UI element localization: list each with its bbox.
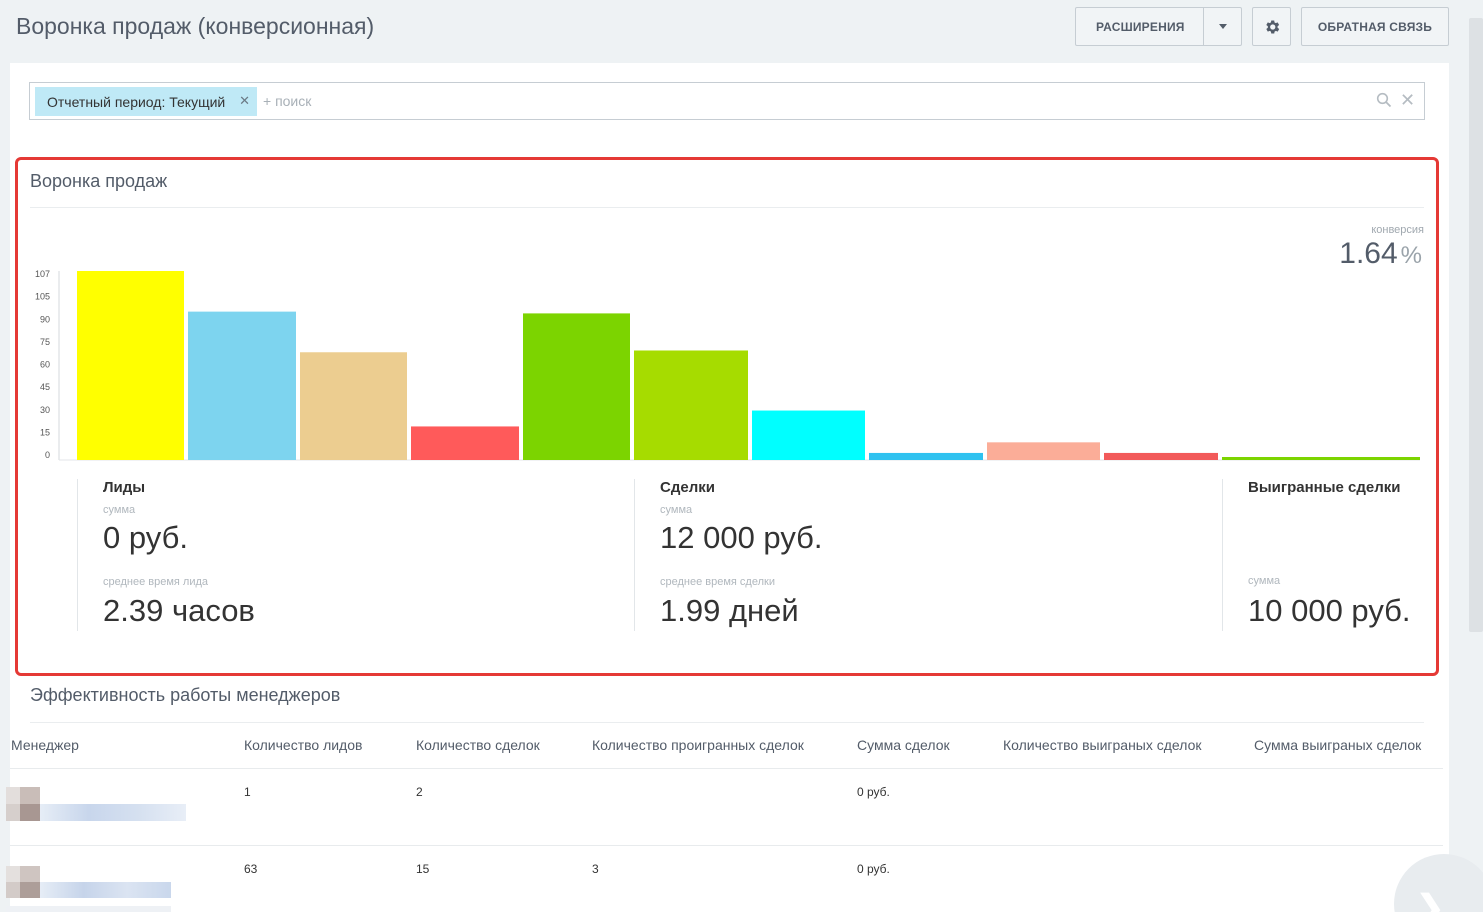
funnel-bar-chart: 107 105 90 75 60 45 30 15 0: [35, 269, 1420, 461]
y-tick-label: 30: [40, 405, 50, 415]
cell-deal-sum: 0 руб.: [857, 862, 890, 876]
feedback-button[interactable]: ОБРАТНАЯ СВЯЗЬ: [1301, 7, 1449, 46]
clear-icon[interactable]: ✕: [1400, 90, 1416, 110]
deals-time-label: среднее время сделки: [660, 576, 775, 588]
cell-leads: 1: [244, 785, 251, 799]
filter-search-bar[interactable]: Отчетный период: Текущий ✕ + поиск ✕: [29, 82, 1425, 120]
managers-title: Эффективность работы менеджеров: [30, 685, 341, 705]
col-header-manager[interactable]: Менеджер: [11, 737, 79, 753]
y-tick-label: 60: [40, 360, 50, 370]
y-tick-label: 45: [40, 382, 50, 392]
funnel-bar[interactable]: [77, 271, 184, 460]
sales-funnel-highlight: [15, 157, 1439, 676]
page-title: Воронка продаж (конверсионная): [16, 13, 375, 39]
page-scrollbar[interactable]: [1469, 18, 1483, 632]
manager-avatar-blurred[interactable]: [6, 787, 186, 821]
search-input[interactable]: + поиск: [263, 93, 312, 109]
funnel-bar[interactable]: [1104, 452, 1218, 460]
report-panel: [10, 63, 1449, 912]
funnel-bar[interactable]: [411, 426, 519, 460]
search-icon[interactable]: [1376, 92, 1392, 108]
conversion-number: 1.64: [1339, 237, 1398, 270]
funnel-bar[interactable]: [634, 350, 748, 460]
row-divider: [10, 845, 1443, 846]
divider: [30, 722, 1424, 723]
leads-title: Лиды: [103, 479, 146, 496]
conversion-value: 1.64%: [1339, 237, 1422, 271]
stat-won-deals: Выигранные сделки сумма 10 000 руб.: [1222, 479, 1422, 631]
funnel-bar[interactable]: [300, 352, 407, 460]
extensions-button[interactable]: РАСШИРЕНИЯ: [1075, 7, 1242, 46]
y-tick-label: 90: [40, 314, 50, 324]
y-tick-label: 107: [35, 269, 50, 279]
leads-time-label: среднее время лида: [103, 576, 209, 588]
funnel-bar[interactable]: [869, 452, 983, 460]
deals-time-value: 1.99 дней: [660, 593, 799, 628]
manager-avatar-blurred[interactable]: [6, 866, 171, 912]
y-tick-label: 105: [35, 292, 50, 302]
deals-sum-label: сумма: [660, 504, 693, 516]
chevron-right-icon: ❯: [1416, 889, 1445, 912]
won-title: Выигранные сделки: [1248, 479, 1401, 496]
funnel-bar[interactable]: [987, 442, 1100, 460]
button-divider: [1203, 8, 1205, 45]
col-header-deal-sum[interactable]: Сумма сделок: [857, 737, 950, 753]
col-header-leads[interactable]: Количество лидов: [244, 737, 363, 753]
deals-title: Сделки: [660, 479, 715, 496]
extensions-label: РАСШИРЕНИЯ: [1096, 19, 1185, 34]
funnel-bar[interactable]: [752, 410, 865, 460]
filter-chip-period[interactable]: Отчетный период: Текущий ✕: [35, 87, 257, 116]
cell-deals: 15: [416, 862, 430, 876]
conversion-label: конверсия: [1371, 224, 1424, 236]
funnel-bar[interactable]: [523, 313, 630, 460]
filter-chip-label: Отчетный период: Текущий: [47, 93, 226, 110]
settings-button[interactable]: [1252, 7, 1291, 46]
leads-time-value: 2.39 часов: [103, 593, 255, 628]
chevron-down-icon: [1218, 24, 1227, 29]
cell-deal-sum: 0 руб.: [857, 785, 890, 799]
cell-leads: 63: [244, 862, 258, 876]
y-tick-label: 75: [40, 337, 50, 347]
y-tick-label: 15: [40, 427, 50, 437]
gear-icon: [1265, 19, 1279, 34]
leads-sum-label: сумма: [103, 504, 136, 516]
extensions-dropdown-toggle[interactable]: [1204, 24, 1241, 29]
stat-deals: Сделки сумма 12 000 руб. среднее время с…: [634, 479, 1220, 631]
deals-sum-value: 12 000 руб.: [660, 520, 823, 555]
leads-sum-value: 0 руб.: [103, 520, 188, 555]
close-icon[interactable]: ✕: [239, 93, 250, 108]
won-sum-value: 10 000 руб.: [1248, 593, 1411, 628]
funnel-title: Воронка продаж: [30, 171, 168, 191]
funnel-bar[interactable]: [1222, 457, 1420, 460]
col-header-deals[interactable]: Количество сделок: [416, 737, 540, 753]
cell-lost: 3: [592, 862, 599, 876]
conversion-unit: %: [1400, 242, 1422, 269]
col-header-won-sum[interactable]: Сумма выиграных сделок: [1254, 737, 1422, 753]
row-divider: [10, 768, 1443, 769]
funnel-bar[interactable]: [188, 311, 296, 460]
stat-leads: Лиды сумма 0 руб. среднее время лида 2.3…: [77, 479, 633, 631]
y-tick-label: 0: [45, 450, 50, 460]
col-header-won-deals[interactable]: Количество выиграных сделок: [1003, 737, 1202, 753]
divider: [30, 207, 1424, 208]
won-sum-label: сумма: [1248, 575, 1281, 587]
col-header-lost-deals[interactable]: Количество проигранных сделок: [592, 737, 804, 753]
cell-deals: 2: [416, 785, 423, 799]
